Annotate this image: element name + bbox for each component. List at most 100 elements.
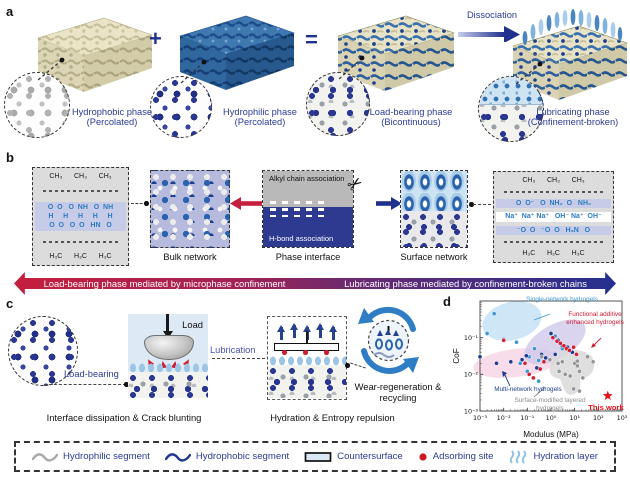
phase-name: Hydrophilic phase — [223, 107, 297, 117]
phase-caption-hydrophilic: Hydrophilic phase (Percolated) — [218, 107, 302, 128]
mechanism-banner: Load-bearing phase mediated by microphas… — [14, 272, 616, 295]
connector-dash — [473, 204, 491, 205]
chem-row-ch3: CH₃ CH₃ CH₃ — [49, 173, 112, 180]
connector-dash — [212, 358, 265, 359]
banner-right-text: Lubricating phase mediated by confinemen… — [344, 278, 587, 289]
banner-left-text: Load-bearing phase mediated by microphas… — [43, 278, 286, 289]
chem-row-ions: Na⁺ Na⁺ Na⁺ OH⁻ Na⁺ OH⁻ — [496, 212, 611, 222]
svg-text:10⁻¹: 10⁻¹ — [520, 414, 535, 422]
phase-interface-label: Phase interface — [275, 252, 341, 262]
red-dot-icon — [419, 452, 427, 461]
to-surface-arrow — [376, 197, 402, 210]
svg-text:Modulus (MPa): Modulus (MPa) — [523, 430, 579, 439]
adsorbing-site-dot — [282, 350, 287, 355]
chem-row-carboxylate2: ⁻O O ⁻O O H₃N O — [496, 226, 611, 236]
phase-caption-load-bearing: Load-bearing phase (Bicontinuous) — [366, 107, 456, 128]
lubrication-label: Lubrication — [210, 345, 256, 355]
chem-row-carboxylate: O O⁻ O NH₂ O NH₂ — [496, 198, 611, 208]
to-bulk-arrow — [230, 197, 262, 210]
panel-b-label: b — [6, 150, 14, 165]
load-arrow — [166, 314, 169, 332]
countersurface-icon — [304, 451, 332, 462]
lubricating-inset-circle — [478, 76, 544, 142]
legend-label: Countersurface — [337, 451, 403, 462]
repulsion-arrow — [290, 322, 298, 338]
hbond-dashes — [270, 201, 330, 204]
brush-layer — [522, 9, 623, 45]
phase-qualifier: (Percolated) — [86, 117, 138, 128]
backbone-squiggle — [504, 190, 603, 193]
phase-interface-box: Alkyl chain association H-bond associati… — [262, 170, 354, 248]
legend-label: Adsorbing site — [432, 451, 494, 462]
bulk-network-thumb — [150, 170, 230, 248]
surface-network-thumb — [400, 170, 468, 248]
hydration-wave-icon — [510, 449, 527, 464]
adsorbing-site-dot — [303, 350, 308, 355]
svg-text:10⁻²: 10⁻² — [497, 414, 512, 422]
svg-text:10⁰: 10⁰ — [546, 414, 557, 422]
indentation-box: Load — [128, 314, 208, 398]
phase-name: Lubricating phase — [536, 107, 610, 117]
caption-interface-dissipation: Interface dissipation & Crack blunting — [46, 412, 202, 423]
hydration-band — [479, 77, 543, 105]
region-label-single-network: Single-network hydrogels — [526, 296, 598, 303]
svg-text:10⁻³: 10⁻³ — [464, 407, 479, 415]
phase-caption-lubricating: Lubricating phase (Confinement-broken) — [518, 107, 628, 128]
svg-text:10³: 10³ — [617, 414, 628, 422]
svg-text:10⁻¹: 10⁻¹ — [464, 334, 479, 342]
hbond-dashes — [270, 208, 330, 211]
legend-item-hydrophobic: Hydrophobic segment — [164, 451, 290, 463]
phase-name: Load-bearing phase — [369, 107, 453, 117]
recycle-icon — [358, 306, 419, 374]
brush-strip — [128, 363, 208, 373]
legend-item-hydrophilic: Hydrophilic segment — [32, 451, 150, 463]
chem-row-h3c: H₃C H₃C H₃C — [522, 249, 585, 257]
connector-dash — [131, 203, 147, 204]
panel-c-label: c — [6, 296, 14, 311]
legend-label: Hydrophilic segment — [63, 451, 150, 462]
chem-row-hbond-h: H H H H H — [48, 212, 113, 220]
brush-strip — [268, 356, 346, 366]
bulk-network-label: Bulk network — [163, 252, 217, 262]
svg-text:10⁻²: 10⁻² — [464, 371, 479, 379]
backbone-squiggle — [43, 240, 118, 243]
hydration-box — [267, 316, 347, 400]
figure-legend: Hydrophilic segment Hydrophobic segment … — [14, 441, 616, 472]
chem-row-h3c: H₃C H₃C H₃C — [49, 252, 112, 260]
hbond-structure-box: CH₃ CH₃ CH₃ O O O NH O NH H H H H H O O … — [32, 167, 129, 266]
bulk-maze — [128, 372, 208, 398]
wear-regeneration-label: Wear-regeneration & recycling — [354, 381, 442, 403]
connector-dash — [44, 384, 126, 385]
legend-item-adsorbing-site: Adsorbing site — [418, 451, 494, 462]
equals-sign: = — [305, 27, 318, 52]
cof-modulus-chart: 10⁻³ 10⁻² 10⁻¹ 10⁰ 10¹ 10² 10³ 10⁻³ 10⁻² 10⁻¹ Modu… — [452, 293, 628, 440]
phase-qualifier: (Confinement-broken) — [527, 117, 619, 128]
backbone-squiggle — [504, 241, 603, 244]
connector-dot — [469, 202, 474, 207]
chem-row-carbonyl: O O O NH O NH — [47, 203, 114, 211]
phase-name: Hydrophobic phase — [71, 107, 153, 117]
adsorbing-site-dot — [324, 350, 329, 355]
hbond-dashes — [270, 215, 330, 218]
caption-hydration-repulsion: Hydration & Entropy repulsion — [270, 412, 395, 423]
connector-dot — [124, 382, 129, 387]
svg-text:10¹: 10¹ — [569, 414, 580, 422]
panel-a-label: a — [6, 4, 14, 19]
repulsion-arrow — [277, 324, 285, 340]
dissociation-label: Dissociation — [466, 10, 518, 20]
load-arrow-small — [306, 331, 309, 343]
legend-item-hydration-layer: Hydration layer — [508, 449, 598, 464]
connector-dot — [345, 363, 350, 368]
hydrophobic-inset-circle — [4, 72, 70, 138]
panel-d-label: d — [443, 294, 451, 309]
legend-label: Hydrophobic segment — [195, 451, 290, 462]
repulsion-arrow — [329, 324, 337, 340]
phase-qualifier: (Bicontinuous) — [381, 117, 441, 128]
ionized-structure-box: CH₃ CH₃ CH₃ O O⁻ O NH₂ O NH₂ Na⁺ Na⁺ Na⁺… — [493, 171, 614, 263]
hbond-band: O O O NH O NH H H H H H O O O O HN O — [35, 201, 126, 232]
load-bearing-inset — [8, 316, 78, 386]
svg-text:CoF: CoF — [452, 348, 461, 363]
bulk-maze — [268, 365, 346, 398]
alkyl-association-zone: Alkyl chain association — [263, 171, 353, 207]
